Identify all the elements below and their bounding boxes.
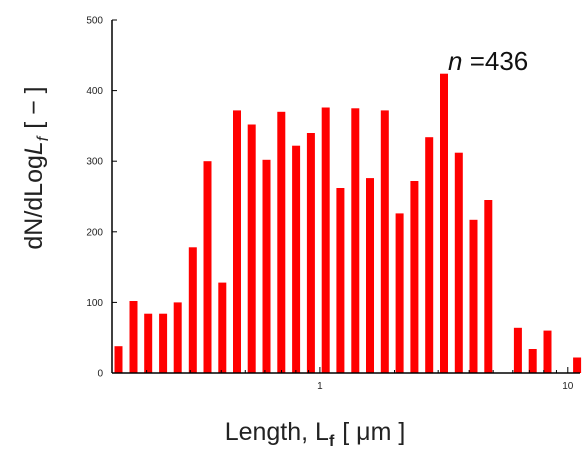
y-tick-label: 400 — [86, 86, 103, 97]
y-axis-label-sub: f — [35, 135, 52, 141]
bar — [233, 110, 241, 374]
annotation-prefix: n — [448, 46, 462, 76]
bar — [454, 152, 463, 373]
y-axis-label: dN/dLogLf [ − ] — [20, 86, 52, 249]
bar — [188, 247, 197, 373]
bar — [114, 346, 123, 373]
bar — [173, 302, 182, 373]
y-tick-label: 200 — [86, 227, 103, 238]
bar — [203, 161, 212, 373]
sample-size-annotation: n =436 — [448, 46, 528, 76]
y-ticks-group: 0 100 200 300 400 500 — [86, 16, 117, 380]
bar — [469, 219, 478, 373]
bar — [573, 357, 582, 373]
bar — [129, 301, 138, 373]
bar — [528, 349, 537, 373]
y-tick-label: 500 — [86, 16, 103, 27]
bar — [277, 111, 286, 374]
x-axis-label-sub: f — [329, 433, 335, 450]
y-axis-label-var: L — [20, 141, 48, 155]
bar — [543, 330, 552, 373]
bar — [440, 73, 448, 373]
bar — [425, 137, 434, 373]
y-tick-label: 0 — [97, 369, 103, 380]
bar — [410, 181, 419, 373]
bar — [218, 282, 227, 373]
x-tick-label: 10 — [562, 381, 574, 392]
annotation-text: =436 — [462, 46, 528, 76]
bar — [262, 159, 271, 373]
x-axis-label-main: Length, L — [225, 418, 329, 446]
bar — [292, 145, 301, 373]
bar — [306, 133, 315, 373]
bar — [247, 124, 256, 373]
bar — [336, 188, 345, 373]
bar — [484, 200, 493, 373]
bar — [144, 313, 153, 373]
x-ticks-group: 1 10 — [146, 367, 574, 392]
bar — [159, 313, 168, 373]
bar — [513, 327, 522, 373]
x-axis-label-unit: [ μm ] — [342, 418, 405, 446]
bar — [321, 107, 330, 373]
y-axis-label-unit: [ − ] — [20, 86, 48, 128]
x-axis-label: Length, Lf [ μm ] — [225, 418, 406, 450]
bar — [351, 108, 360, 374]
bar — [395, 213, 404, 373]
bar — [380, 110, 389, 374]
bars-group — [114, 73, 582, 374]
bar — [366, 178, 374, 373]
y-tick-label: 100 — [86, 298, 103, 309]
x-tick-label: 1 — [317, 381, 323, 392]
y-tick-label: 300 — [86, 157, 103, 168]
y-axis-label-main: dN/dLog — [20, 155, 48, 250]
